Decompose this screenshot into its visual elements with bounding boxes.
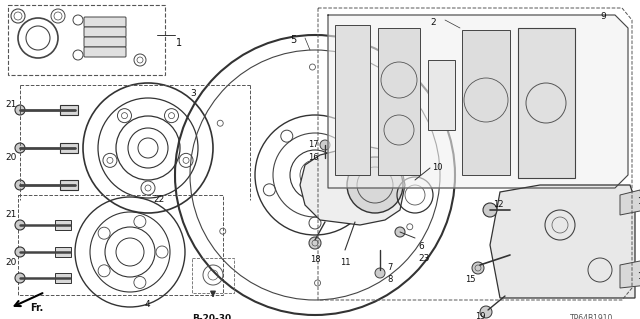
- Text: TP64B1910: TP64B1910: [570, 314, 613, 319]
- Text: 11: 11: [340, 258, 351, 267]
- FancyBboxPatch shape: [84, 27, 126, 37]
- Circle shape: [483, 203, 497, 217]
- Bar: [60, 143, 78, 153]
- Text: 7: 7: [387, 263, 392, 272]
- FancyBboxPatch shape: [84, 47, 126, 57]
- Text: Fr.: Fr.: [30, 303, 44, 313]
- Circle shape: [15, 105, 25, 115]
- FancyBboxPatch shape: [84, 37, 126, 47]
- Text: 18: 18: [310, 255, 321, 264]
- Polygon shape: [300, 145, 405, 225]
- Text: 8: 8: [387, 275, 392, 284]
- Text: B-20-30: B-20-30: [192, 314, 231, 319]
- Text: 19: 19: [475, 312, 486, 319]
- Circle shape: [309, 237, 321, 249]
- Text: 10: 10: [432, 163, 442, 172]
- Circle shape: [15, 220, 25, 230]
- Text: 14: 14: [637, 272, 640, 281]
- Text: 21: 21: [5, 100, 17, 109]
- Circle shape: [15, 180, 25, 190]
- Polygon shape: [620, 190, 640, 215]
- Polygon shape: [462, 30, 510, 175]
- Circle shape: [15, 247, 25, 257]
- Polygon shape: [335, 25, 370, 175]
- Circle shape: [395, 227, 405, 237]
- Circle shape: [347, 157, 403, 213]
- Text: 20: 20: [5, 258, 17, 267]
- Circle shape: [472, 262, 484, 274]
- Polygon shape: [490, 185, 635, 298]
- Text: 4: 4: [145, 300, 150, 309]
- Text: 5: 5: [290, 35, 296, 45]
- Bar: [18, 195, 223, 295]
- Text: 15: 15: [465, 275, 476, 284]
- Polygon shape: [378, 28, 420, 175]
- Polygon shape: [518, 28, 575, 178]
- Bar: [55, 273, 71, 283]
- Text: 13: 13: [637, 197, 640, 206]
- Bar: [192, 258, 234, 293]
- Text: 2: 2: [430, 18, 436, 27]
- FancyBboxPatch shape: [84, 17, 126, 27]
- Polygon shape: [620, 260, 640, 288]
- Bar: [60, 105, 78, 115]
- Circle shape: [480, 306, 492, 318]
- Bar: [8, 5, 165, 75]
- Text: 21: 21: [5, 210, 17, 219]
- Text: 9: 9: [600, 12, 605, 21]
- Text: 23: 23: [418, 254, 429, 263]
- Bar: [55, 247, 71, 257]
- Circle shape: [15, 273, 25, 283]
- Text: 12: 12: [493, 200, 504, 209]
- Text: 22: 22: [153, 195, 164, 204]
- Circle shape: [15, 143, 25, 153]
- Text: 17: 17: [308, 140, 319, 149]
- Text: 20: 20: [5, 153, 17, 162]
- Text: 6: 6: [418, 242, 424, 251]
- Bar: [55, 220, 71, 230]
- Polygon shape: [428, 60, 455, 130]
- Bar: [60, 180, 78, 190]
- Text: 16: 16: [308, 153, 319, 162]
- Text: 1: 1: [176, 38, 182, 48]
- Circle shape: [375, 268, 385, 278]
- Circle shape: [320, 140, 330, 150]
- Polygon shape: [328, 15, 628, 188]
- Text: 3: 3: [190, 89, 196, 98]
